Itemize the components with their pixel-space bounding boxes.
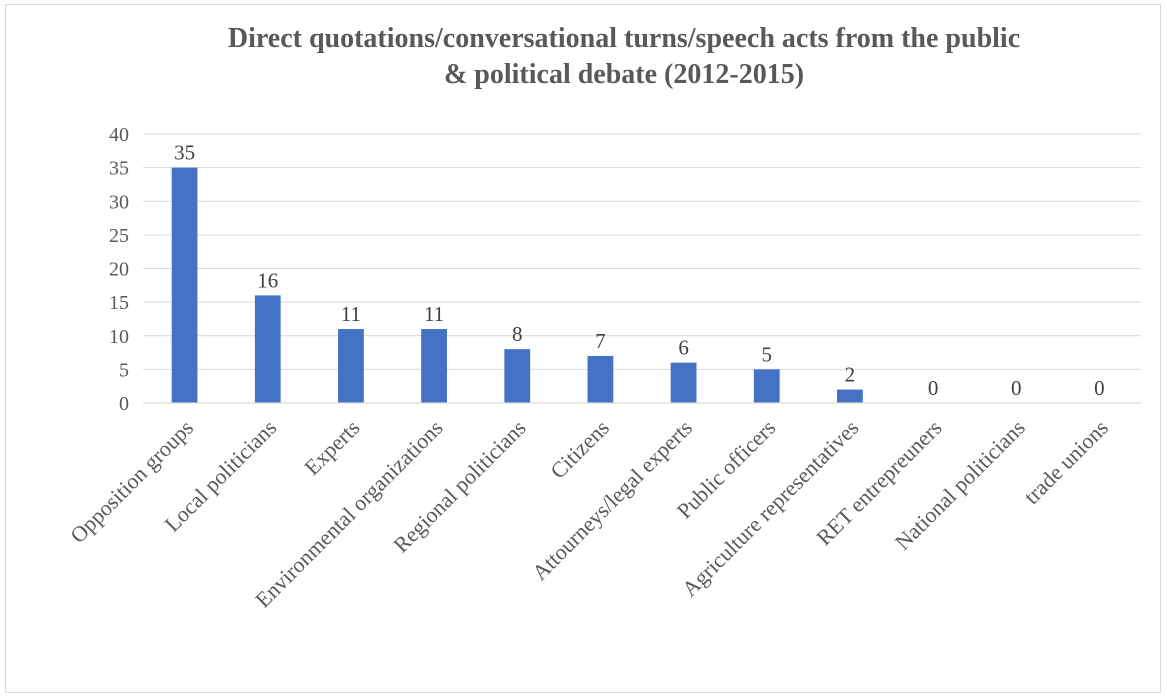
category-label: Citizens <box>545 415 614 484</box>
data-label: 11 <box>424 302 444 326</box>
y-tick-label: 5 <box>119 359 129 381</box>
bar-chart: Direct quotations/conversational turns/s… <box>65 23 1141 613</box>
data-label: 11 <box>341 302 361 326</box>
data-label: 0 <box>928 376 939 400</box>
bar <box>421 329 447 403</box>
y-tick-label: 10 <box>109 326 129 348</box>
data-label: 6 <box>678 336 689 360</box>
category-label: Attourneys/legal experts <box>527 415 697 585</box>
bar <box>587 355 614 403</box>
y-tick-label: 15 <box>109 292 129 314</box>
bar <box>670 362 697 403</box>
y-tick-label: 20 <box>109 259 129 281</box>
data-label: 16 <box>257 268 278 292</box>
chart-title-line-1: Direct quotations/conversational turns/s… <box>228 23 1020 54</box>
category-label: trade unions <box>1019 415 1113 509</box>
bar <box>504 349 531 403</box>
data-label: 35 <box>174 141 195 165</box>
bar <box>837 389 863 403</box>
y-tick-label: 0 <box>119 393 129 415</box>
chart-title: Direct quotations/conversational turns/s… <box>228 23 1020 90</box>
data-label: 0 <box>1011 376 1022 400</box>
y-tick-label: 30 <box>109 191 129 213</box>
gridlines <box>143 133 1141 370</box>
data-label: 0 <box>1094 376 1105 400</box>
category-label: Experts <box>299 415 364 480</box>
bar <box>171 167 198 403</box>
bars <box>171 167 863 403</box>
bar <box>753 369 780 403</box>
data-labels: 35 16 11 11 8 7 6 5 2 0 0 0 <box>174 141 1105 400</box>
chart-title-line-2: & political debate (2012-2015) <box>444 59 804 90</box>
y-tick-label: 40 <box>109 124 129 146</box>
y-tick-label: 35 <box>109 158 129 180</box>
data-label: 2 <box>845 363 856 387</box>
data-label: 7 <box>595 329 606 353</box>
data-label: 5 <box>762 342 773 366</box>
y-axis-ticks: 0 5 10 15 20 25 30 35 40 <box>109 124 129 415</box>
data-label: 8 <box>512 322 523 346</box>
y-tick-label: 25 <box>109 225 129 247</box>
chart-area: Direct quotations/conversational turns/s… <box>5 4 1161 693</box>
bar <box>254 295 281 403</box>
bar <box>338 329 364 403</box>
